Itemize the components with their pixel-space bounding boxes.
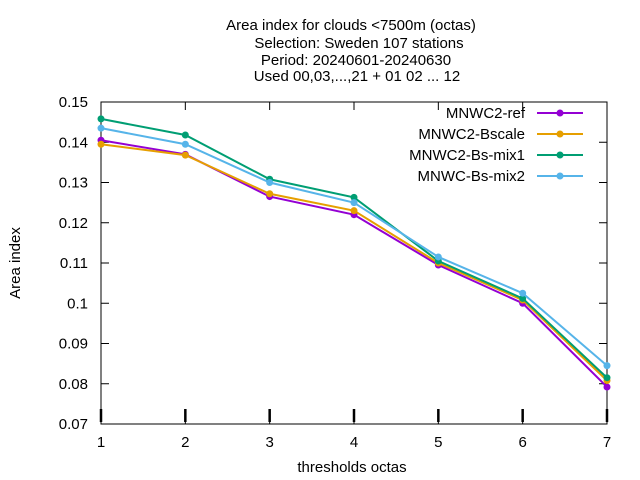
data-point: [266, 190, 274, 198]
x-axis-ticks: 1 2 3 4 5 6 7: [97, 102, 611, 451]
x-axis-label: thresholds octas: [297, 459, 406, 476]
x-tick-label: 2: [181, 434, 189, 451]
legend-swatch-point: [556, 151, 564, 159]
x-tick-label: 5: [434, 434, 442, 451]
data-point: [603, 362, 611, 370]
data-point: [97, 124, 105, 132]
y-axis-label: Area index: [7, 227, 24, 299]
x-tick-label: 4: [350, 434, 358, 451]
data-point: [266, 179, 274, 186]
y-tick-label: 0.11: [60, 255, 88, 272]
series-MNWC-Bs-mix2: [97, 124, 611, 370]
legend-swatch-point: [556, 172, 564, 180]
data-point: [519, 289, 527, 297]
series-line: [100, 139, 608, 388]
series-line: [100, 143, 608, 382]
data-point: [97, 140, 105, 148]
x-tick-label: 7: [603, 434, 611, 451]
data-point: [434, 253, 442, 261]
title-line-4: Used 00,03,...,21 + 01 02 ... 12: [254, 68, 460, 85]
series-MNWC2-ref: [97, 136, 611, 391]
y-tick-label: 0.08: [59, 376, 88, 393]
series-MNWC2-Bscale: [97, 140, 611, 385]
y-tick-label: 0.15: [59, 94, 88, 111]
y-axis-ticks: 0.07 0.08 0.09 0.1 0.11 0.12 0.13 0.14 0.15: [59, 94, 607, 433]
title-line-3: Period: 20240601-20240630: [261, 52, 451, 69]
data-point: [350, 193, 358, 201]
plot-area-frame: [100, 101, 608, 425]
legend-label: MNWC2-ref: [446, 105, 526, 122]
x-tick-label: 3: [265, 434, 273, 451]
y-tick-label: 0.14: [59, 134, 88, 151]
series-MNWC2-Bs-mix1: [97, 115, 611, 382]
series-line: [100, 127, 608, 367]
series-line: [100, 117, 608, 379]
data-point: [603, 383, 611, 391]
legend-label: MNWC2-Bscale: [418, 126, 525, 143]
y-tick-label: 0.07: [59, 416, 88, 433]
y-tick-label: 0.13: [59, 175, 88, 192]
legend-swatch-point: [556, 130, 564, 138]
y-tick-label: 0.09: [59, 336, 88, 353]
data-point: [519, 294, 527, 302]
legend-label: MNWC2-Bs-mix1: [409, 147, 525, 164]
title-line-2: Selection: Sweden 107 stations: [254, 35, 463, 52]
series-layer: [97, 115, 611, 391]
data-point: [97, 115, 105, 123]
legend: MNWC2-ref MNWC2-Bscale MNWC2-Bs-mix1 MNWC-B…: [409, 105, 583, 185]
chart-title: Area index for clouds <7500m (octas) Sel…: [226, 17, 476, 85]
y-tick-label: 0.1: [67, 295, 88, 312]
legend-swatch-point: [556, 109, 564, 117]
data-point: [181, 140, 189, 148]
data-point: [603, 374, 611, 382]
data-point: [350, 207, 358, 215]
y-tick-label: 0.12: [59, 215, 88, 232]
title-line-1: Area index for clouds <7500m (octas): [226, 17, 476, 34]
data-point: [181, 131, 189, 139]
x-tick-label: 6: [518, 434, 526, 451]
data-point: [350, 199, 358, 207]
legend-label: MNWC-Bs-mix2: [418, 168, 525, 185]
data-point: [181, 151, 189, 159]
x-tick-label: 1: [97, 434, 105, 451]
